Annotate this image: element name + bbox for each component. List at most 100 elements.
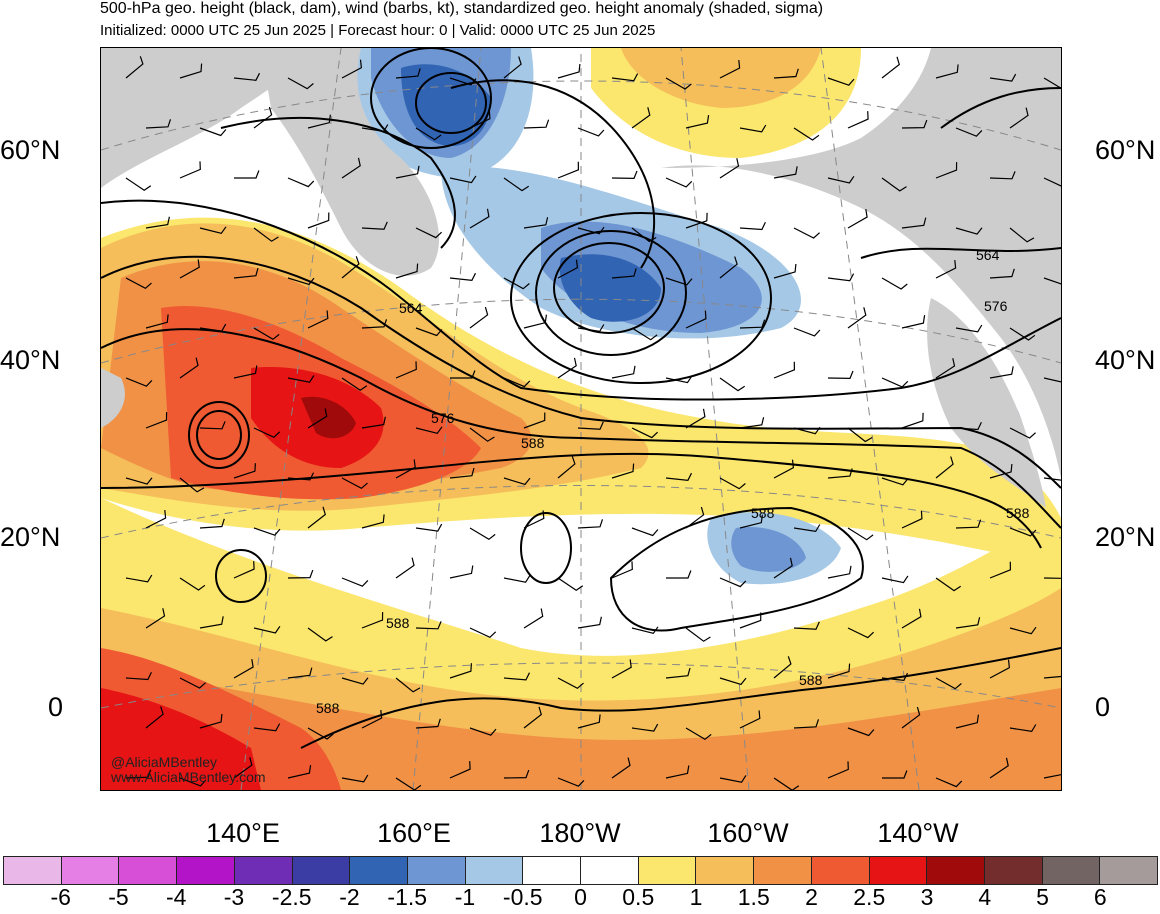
wind-barb	[557, 456, 576, 479]
lat-label-right: 60°N	[1095, 135, 1156, 165]
wind-barb	[253, 106, 273, 129]
colorbar	[3, 856, 1158, 885]
colorbar-swatch	[1042, 857, 1101, 884]
wind-barb	[199, 127, 227, 137]
wind-barb	[793, 227, 820, 239]
wind-barb	[523, 706, 542, 729]
wind-barb	[145, 706, 164, 729]
wind-barb	[395, 68, 421, 79]
wind-barb	[631, 527, 659, 537]
wind-barb	[341, 377, 368, 392]
wind-barb	[503, 477, 531, 486]
colorbar-swatch	[234, 857, 293, 884]
wind-barb	[415, 718, 441, 729]
wind-barb	[341, 157, 361, 179]
wind-barb	[847, 527, 874, 541]
wind-barb	[395, 777, 422, 790]
colorbar-label: 4	[978, 884, 992, 910]
wind-barb	[199, 616, 224, 629]
wind-barb	[503, 672, 531, 681]
wind-barb	[557, 357, 577, 379]
wind-barb	[145, 216, 170, 229]
colorbar-label: 2	[805, 884, 818, 910]
wind-barb	[395, 263, 419, 279]
wind-barb	[577, 421, 604, 430]
lat-label-right: 20°N	[1095, 522, 1156, 552]
wind-barb	[989, 171, 1016, 180]
wind-barb	[577, 127, 605, 137]
wind-barb	[901, 706, 921, 729]
wind-barb	[881, 575, 909, 584]
wind-barb	[611, 73, 639, 82]
wind-barb	[179, 259, 200, 279]
wind-barb	[847, 307, 867, 329]
wind-barb	[827, 175, 855, 184]
wind-barb	[935, 677, 962, 690]
contour-labels: 564 564 576 576 588 588 588 588 588 588	[316, 247, 1030, 716]
wind-barb	[523, 510, 545, 529]
wind-barb	[125, 377, 153, 387]
wind-barb	[395, 677, 421, 693]
wind-barb	[955, 714, 979, 729]
wind-barb	[179, 161, 201, 179]
wind-barb	[287, 472, 315, 481]
wind-barb	[773, 263, 797, 279]
wind-barb	[631, 327, 658, 341]
wind-barb	[523, 412, 546, 429]
wind-barb	[449, 272, 477, 281]
wind-barb	[395, 557, 415, 579]
colorbar-label: 2.5	[853, 884, 886, 910]
lon-label: 160°E	[377, 818, 451, 848]
wind-barb	[341, 477, 368, 490]
wind-barb	[449, 77, 477, 86]
wind-barb	[199, 713, 223, 729]
wind-barb	[935, 777, 963, 788]
wind-barb	[523, 608, 544, 629]
lat-label-left: 20°N	[0, 522, 61, 552]
wind-barb	[955, 227, 983, 235]
wind-barb	[631, 427, 659, 439]
wind-barb	[1043, 377, 1061, 383]
wind-barb	[739, 514, 763, 529]
wind-barb	[989, 757, 1009, 779]
wind-barb	[685, 627, 711, 642]
wind-barb	[557, 161, 580, 179]
wind-barb	[989, 366, 1014, 379]
wind-barb	[847, 727, 875, 737]
wind-barb	[719, 158, 740, 179]
wind-barb	[631, 227, 657, 243]
wind-barb	[685, 506, 705, 529]
wind-barb	[665, 667, 691, 679]
wind-barb	[989, 463, 1013, 479]
wind-barb	[631, 107, 651, 129]
wind-barb	[847, 209, 868, 229]
wind-barb	[179, 63, 203, 79]
wind-barb	[577, 324, 605, 333]
contour-label: 588	[1006, 505, 1030, 521]
colorbar-label: -1.5	[387, 884, 428, 910]
wind-barb	[793, 621, 820, 630]
wind-barb	[739, 124, 767, 133]
wind-barb	[935, 358, 956, 379]
wind-barb	[450, 370, 476, 379]
wind-barb	[881, 56, 900, 79]
wind-barb	[253, 723, 281, 732]
wind-barb	[233, 659, 254, 679]
wind-barb	[307, 727, 334, 740]
wind-barb	[773, 361, 796, 379]
wind-barb	[341, 59, 363, 79]
wind-barb	[611, 365, 636, 379]
wind-barb	[773, 777, 800, 790]
wind-barb	[523, 217, 549, 229]
wind-barb	[233, 561, 255, 579]
map-canvas: 564 564 576 576 588 588 588 588 588 588	[101, 48, 1061, 790]
wind-barb	[611, 757, 631, 779]
wind-barb	[233, 365, 258, 379]
wind-barb	[469, 527, 496, 541]
lat-label-left: 0	[48, 692, 64, 722]
wind-barb	[503, 56, 522, 79]
wind-barb	[233, 757, 253, 779]
wind-barb	[935, 64, 959, 79]
colorbar-label: -2.5	[271, 884, 312, 910]
wind-barb	[287, 667, 313, 679]
